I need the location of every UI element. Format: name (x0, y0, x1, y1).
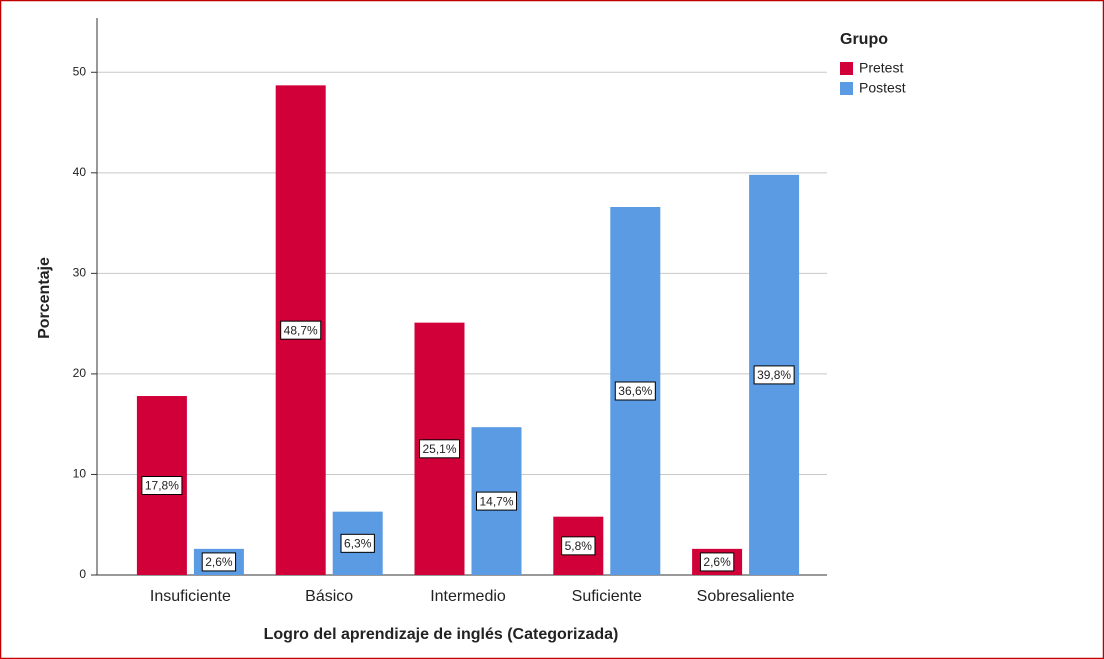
value-label: 48,7% (284, 323, 318, 337)
value-label: 2,6% (703, 555, 731, 569)
y-tick-label: 30 (73, 266, 87, 280)
x-axis-title: Logro del aprendizaje de inglés (Categor… (264, 626, 619, 643)
value-label-box (340, 533, 375, 553)
value-label-box (280, 320, 322, 340)
x-tick-label: Básico (305, 588, 353, 605)
y-tick-label: 50 (73, 64, 87, 78)
y-tick-label: 40 (73, 165, 87, 179)
y-tick-label: 10 (73, 467, 87, 481)
x-tick-label: Sobresaliente (697, 588, 795, 605)
value-label: 17,8% (145, 479, 179, 493)
x-tick-label: Insuficiente (150, 588, 231, 605)
value-label: 36,6% (618, 384, 652, 398)
value-label-box (614, 381, 656, 401)
legend-title: Grupo (840, 31, 888, 48)
legend-swatch (840, 82, 853, 95)
y-tick-label: 0 (79, 567, 86, 581)
value-label-box (753, 365, 795, 385)
value-label-box (141, 476, 183, 496)
value-label-box (201, 552, 237, 572)
value-label: 2,6% (205, 555, 233, 569)
legend-label: Pretest (859, 60, 903, 76)
value-label: 39,8% (757, 368, 791, 382)
value-label: 25,1% (422, 442, 456, 456)
value-label: 14,7% (479, 494, 513, 508)
y-tick-label: 20 (73, 366, 87, 380)
value-label: 6,3% (344, 537, 372, 551)
value-label-box (475, 491, 518, 511)
x-tick-label: Intermedio (430, 588, 506, 605)
value-label-box (699, 552, 735, 572)
legend-swatch (840, 62, 853, 75)
legend-label: Postest (859, 80, 906, 96)
x-tick-label: Suficiente (572, 588, 642, 605)
value-label: 5,8% (565, 539, 593, 553)
value-label-box (418, 439, 461, 459)
value-label-box (561, 536, 596, 556)
y-axis-title: Porcentaje (36, 257, 53, 339)
